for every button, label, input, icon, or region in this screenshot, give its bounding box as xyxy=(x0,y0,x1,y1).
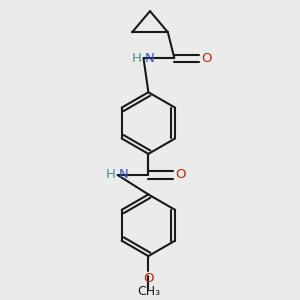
Text: CH₃: CH₃ xyxy=(137,285,160,298)
Text: O: O xyxy=(176,169,186,182)
Text: H: H xyxy=(106,169,116,182)
Text: O: O xyxy=(202,52,212,65)
Text: N: N xyxy=(145,52,155,65)
Text: N: N xyxy=(119,169,129,182)
Text: H: H xyxy=(132,52,142,65)
Text: O: O xyxy=(143,272,154,285)
